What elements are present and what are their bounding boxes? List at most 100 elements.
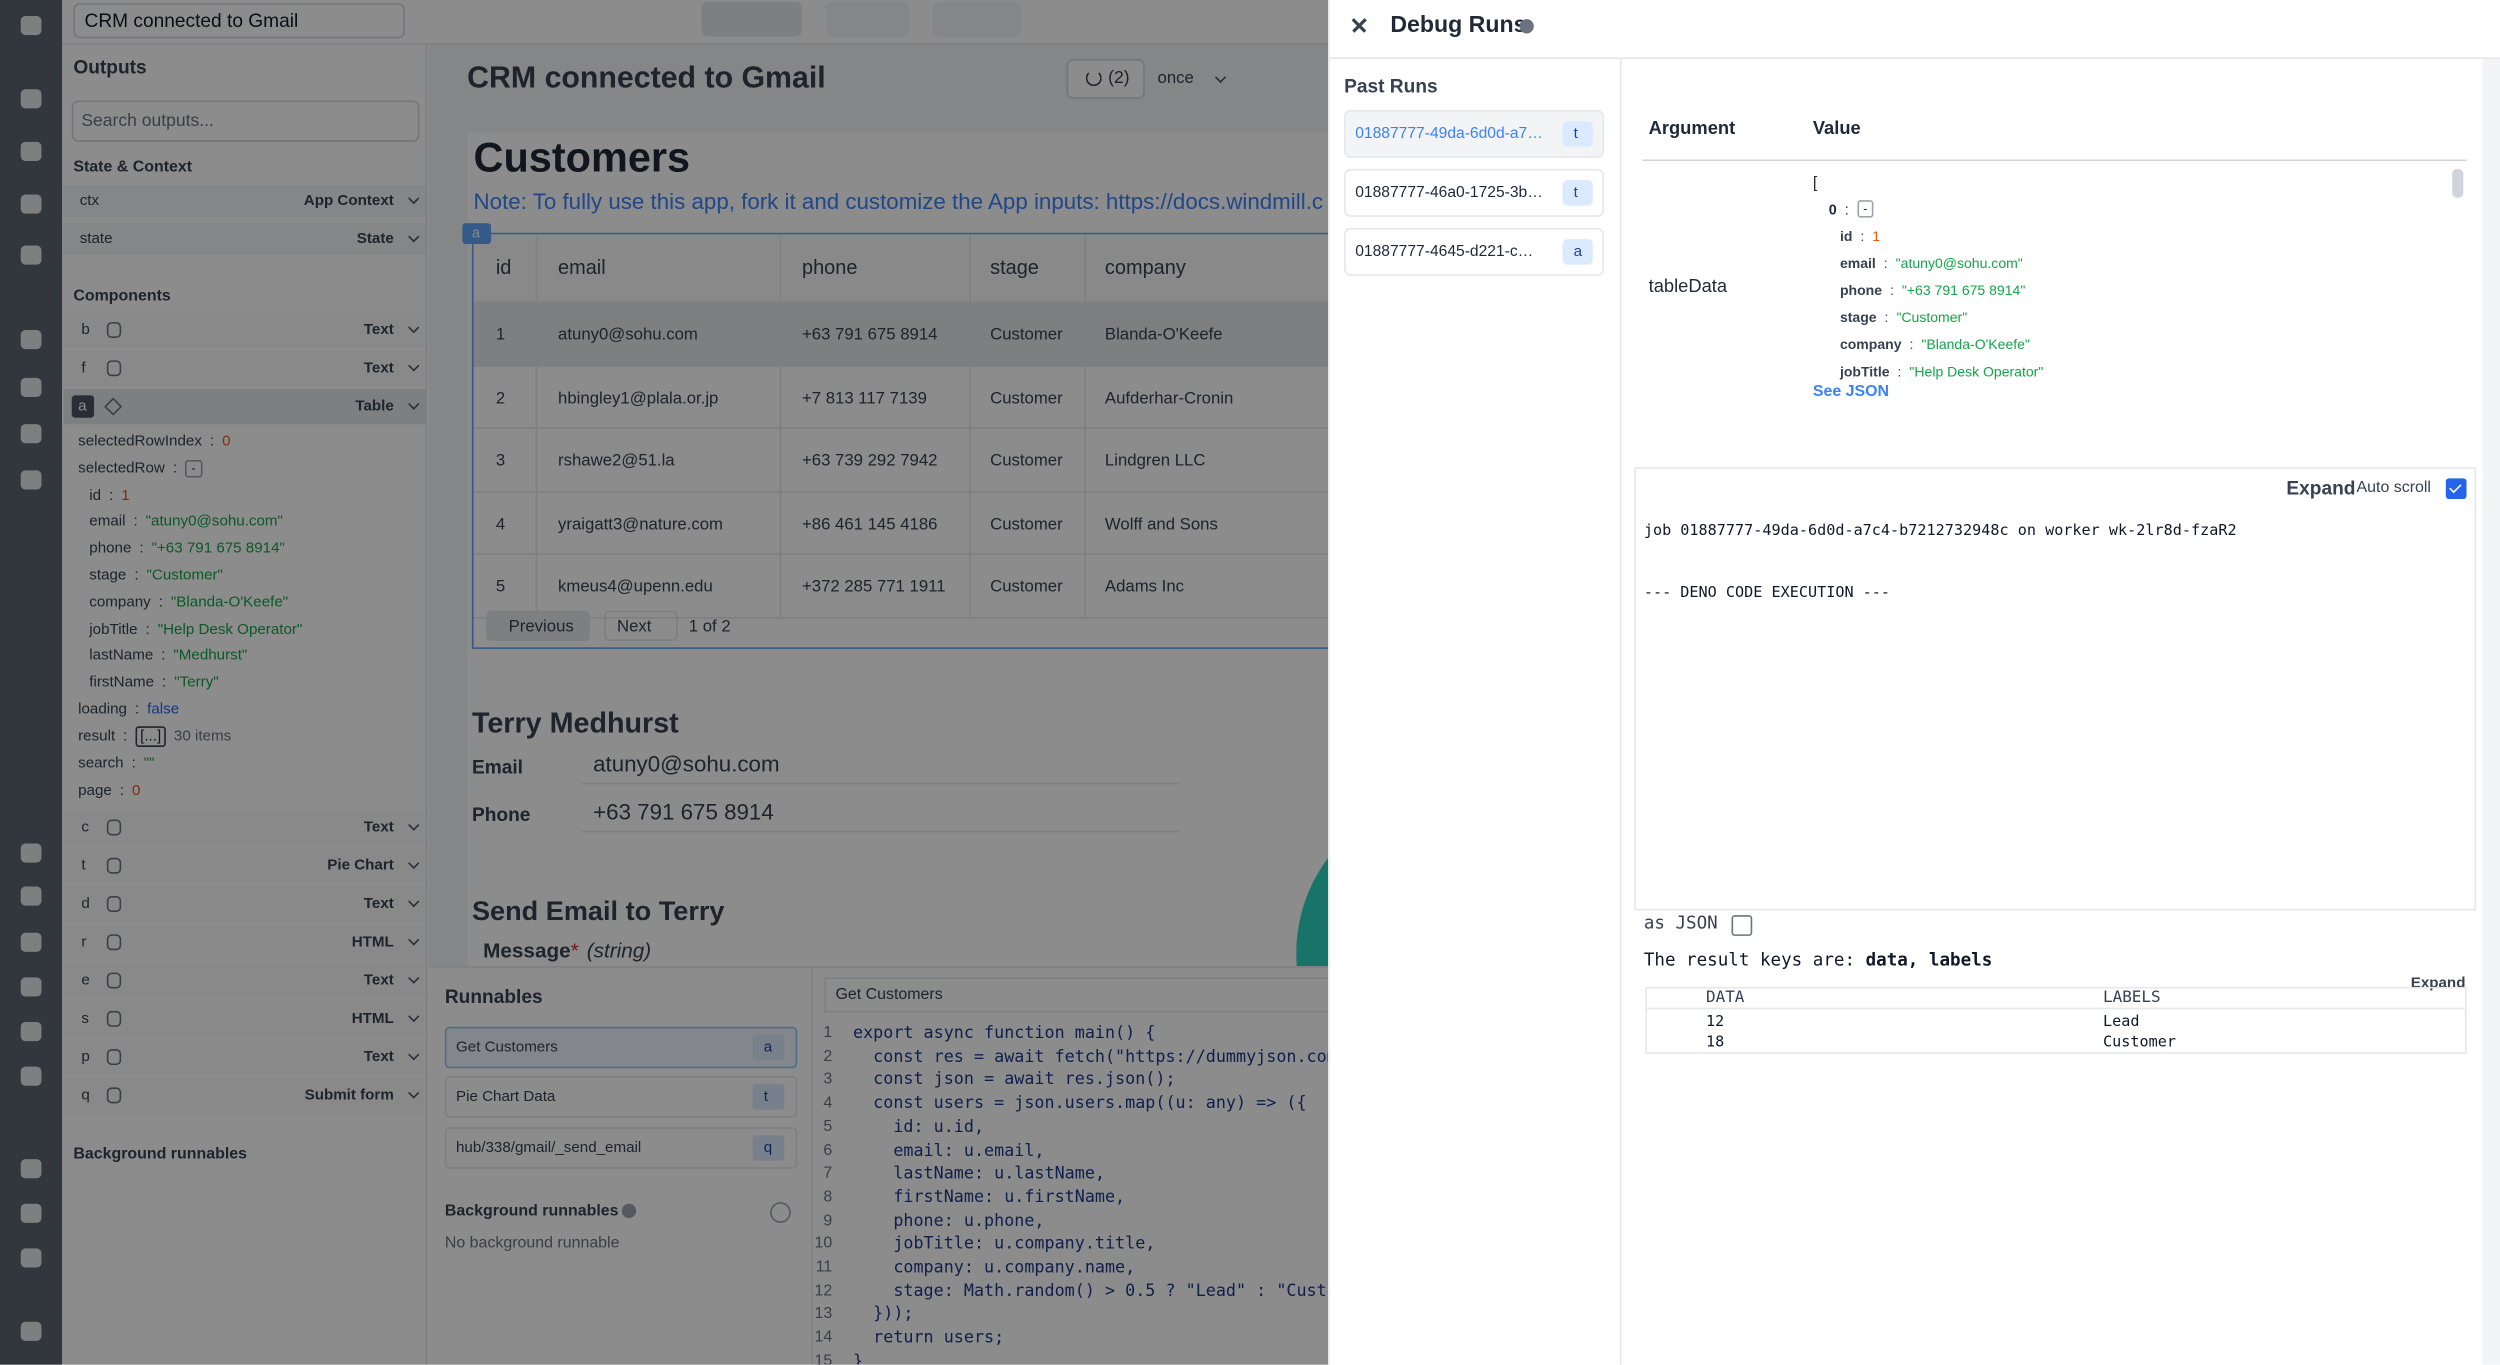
table-cell: 2	[495, 388, 506, 408]
run-item[interactable]	[1344, 169, 1604, 217]
sidebar-icon[interactable]	[20, 245, 42, 265]
form-field-label: Message * (string)	[483, 938, 651, 962]
refresh-button[interactable]	[1066, 58, 1145, 99]
next-button[interactable]	[604, 610, 678, 641]
component-row[interactable]	[63, 350, 426, 386]
component-row[interactable]	[63, 809, 426, 845]
sidebar-icon[interactable]	[20, 194, 42, 214]
field-label: Email	[471, 755, 523, 779]
sidebar-icon[interactable]	[20, 1022, 42, 1042]
component-id: t	[81, 856, 86, 875]
script-name-input[interactable]	[824, 977, 1329, 1013]
table-note: Note: To fully use this app, fork it and…	[473, 188, 1324, 214]
output-key: email	[89, 513, 126, 531]
sidebar-icon[interactable]	[20, 377, 42, 398]
runnable-item[interactable]	[444, 1127, 798, 1169]
table-cell: Wolff and Sons	[1104, 514, 1218, 534]
table-cell: Adams Inc	[1104, 577, 1185, 597]
table-row[interactable]	[473, 429, 1329, 493]
sidebar-icon[interactable]	[20, 1159, 42, 1179]
table-cell: Aufderhar-Cronin	[1104, 388, 1234, 408]
schedule-select[interactable]: once	[1157, 68, 1194, 88]
json-key: id	[1839, 227, 1853, 244]
sidebar-icon[interactable]	[20, 932, 42, 952]
canvas-title: CRM connected to Gmail	[467, 62, 826, 96]
as-json-checkbox[interactable]	[1731, 915, 1753, 936]
search-placeholder: Search outputs...	[81, 111, 214, 131]
sidebar-icon[interactable]	[20, 1066, 42, 1086]
line-number: 1	[823, 1024, 833, 1042]
table-row[interactable]	[473, 492, 1329, 556]
app-name-input[interactable]	[73, 3, 405, 39]
output-key: selectedRowIndex	[78, 433, 202, 451]
code-line: export async function main() {	[853, 1023, 1156, 1043]
sidebar-icon[interactable]	[20, 470, 42, 490]
device-toggle[interactable]	[825, 1, 909, 37]
modal-backdrop[interactable]	[0, 0, 1329, 1365]
background-title: Background runnables	[444, 1202, 619, 1221]
prev-button[interactable]	[486, 610, 590, 641]
auto-scroll-label: Auto scroll	[2356, 479, 2431, 497]
component-row[interactable]	[63, 1039, 426, 1075]
component-row[interactable]	[63, 886, 426, 922]
auto-scroll-checkbox[interactable]	[2445, 478, 2467, 500]
separator: :	[1884, 309, 1889, 326]
field-input[interactable]	[581, 746, 1180, 785]
state-row[interactable]	[63, 223, 426, 256]
output-field: stage: "Customer"	[89, 567, 223, 585]
sidebar-icon[interactable]	[20, 330, 42, 350]
component-row[interactable]	[63, 312, 426, 348]
component-id: r	[81, 933, 87, 951]
table-row[interactable]	[473, 302, 1329, 367]
runnable-item[interactable]	[444, 1026, 798, 1069]
state-id: ctx	[79, 192, 100, 210]
component-id: s	[81, 1010, 89, 1028]
field-input[interactable]	[581, 793, 1180, 832]
run-badge	[1562, 121, 1593, 147]
sidebar-icon[interactable]	[20, 15, 42, 36]
sidebar-icon[interactable]	[20, 1321, 42, 1341]
component-row[interactable]	[63, 963, 426, 999]
component-row[interactable]	[63, 847, 426, 883]
sidebar-icon[interactable]	[20, 843, 42, 863]
component-type: HTML	[351, 933, 394, 951]
table-cell: rshawe2@51.la	[558, 451, 675, 471]
component-row[interactable]	[63, 1001, 426, 1037]
json-value: "+63 791 675 8914"	[1901, 282, 2026, 299]
component-row[interactable]	[63, 1078, 426, 1114]
expand-logs[interactable]: Expand	[2286, 476, 2356, 500]
sidebar-icon[interactable]	[20, 886, 42, 906]
outputs-search[interactable]	[71, 100, 420, 142]
add-background-runnable[interactable]	[770, 1202, 791, 1223]
sidebar-icon[interactable]	[20, 1203, 42, 1223]
component-row[interactable]	[63, 924, 426, 960]
table-row[interactable]	[473, 555, 1329, 619]
line-number: 8	[823, 1188, 833, 1206]
table-row[interactable]	[473, 366, 1329, 430]
next-label: Next	[617, 617, 652, 637]
sidebar-icon[interactable]	[20, 977, 42, 997]
undo-redo-group[interactable]	[701, 1, 802, 37]
hand-icon	[106, 972, 122, 989]
runnable-item[interactable]	[444, 1076, 798, 1118]
sidebar-icon[interactable]	[20, 89, 42, 109]
layout-toggle[interactable]	[932, 1, 1021, 37]
json-value: "Help Desk Operator"	[1909, 363, 2044, 380]
outputs-panel	[62, 44, 428, 1365]
component-row[interactable]	[63, 389, 426, 425]
result-keys-list: data, labels	[1865, 949, 1993, 971]
output-value: "+63 791 675 8914"	[151, 540, 285, 558]
code-line: phone: u.phone,	[853, 1211, 1045, 1231]
component-badge	[71, 395, 95, 419]
customers-table[interactable]: id email phone stage company 1 atuny0@sohu.com…	[471, 232, 1329, 649]
code-editor: Get Customers 1 export async function main…	[813, 966, 1329, 1365]
see-json-link[interactable]: See JSON	[1812, 383, 1890, 401]
sidebar-icon[interactable]	[20, 1248, 42, 1268]
sidebar-icon[interactable]	[20, 424, 42, 444]
run-item[interactable]	[1344, 227, 1604, 276]
output-key: lastName	[89, 647, 154, 665]
state-row[interactable]	[63, 184, 426, 217]
past-runs-title: Past Runs	[1344, 74, 1438, 98]
sidebar-icon[interactable]	[20, 141, 42, 162]
run-item[interactable]	[1344, 110, 1604, 158]
